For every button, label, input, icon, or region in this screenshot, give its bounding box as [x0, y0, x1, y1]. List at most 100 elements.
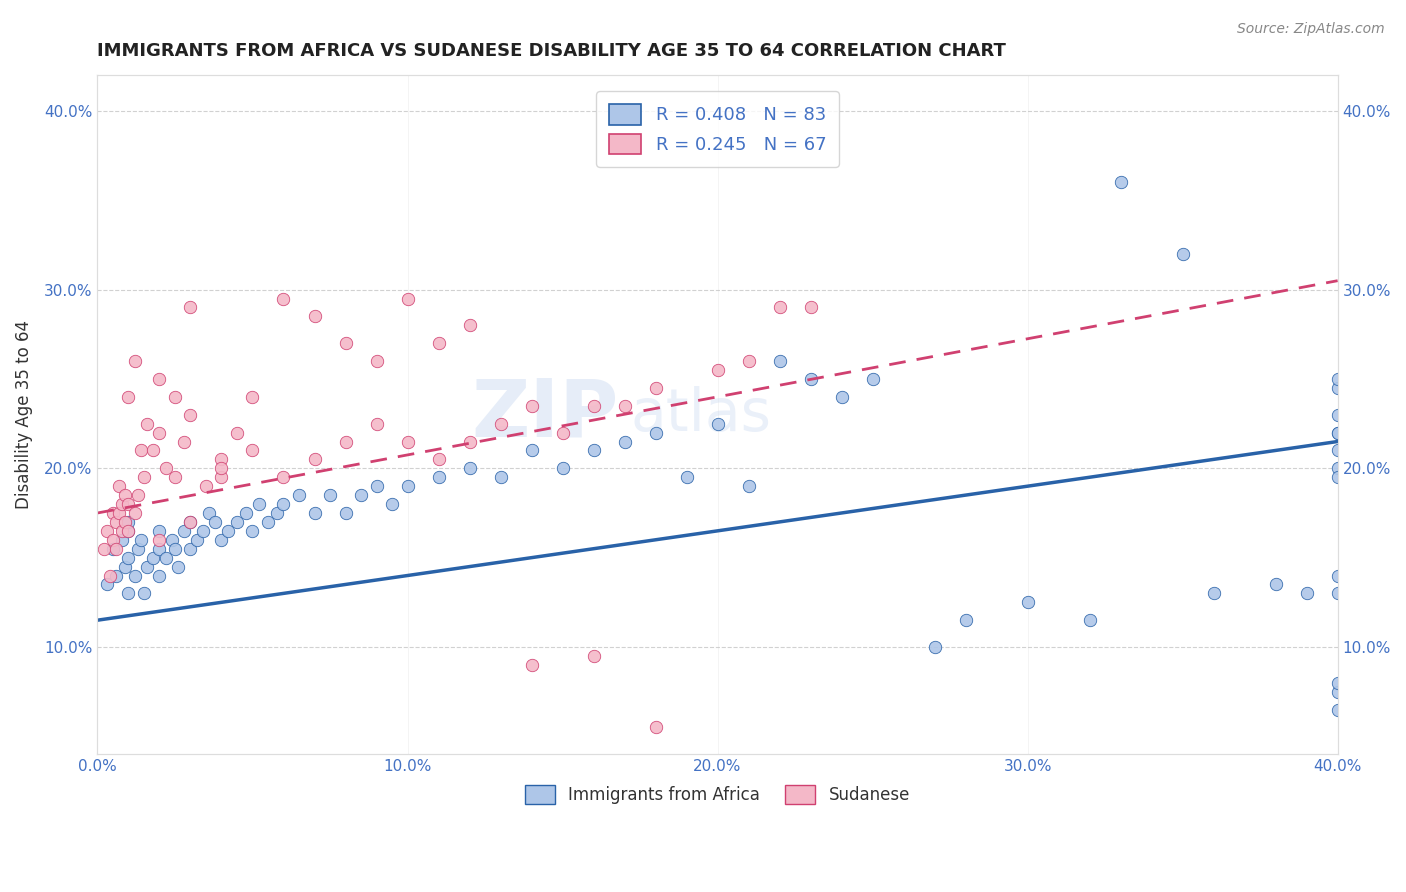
Point — [266, 506, 288, 520]
Point — [114, 559, 136, 574]
Point — [163, 470, 186, 484]
Point — [148, 524, 170, 538]
Point — [366, 354, 388, 368]
Point — [304, 506, 326, 520]
Point — [155, 461, 177, 475]
Text: atlas: atlas — [631, 386, 772, 443]
Point — [706, 363, 728, 377]
Point — [273, 292, 295, 306]
Point — [582, 443, 605, 458]
Point — [105, 568, 128, 582]
Point — [1326, 381, 1348, 395]
Point — [108, 479, 131, 493]
Point — [1326, 425, 1348, 440]
Point — [1326, 461, 1348, 475]
Point — [179, 515, 201, 529]
Point — [1295, 586, 1317, 600]
Point — [350, 488, 373, 502]
Point — [551, 425, 574, 440]
Point — [173, 524, 195, 538]
Point — [111, 533, 134, 547]
Point — [924, 640, 946, 654]
Point — [117, 515, 139, 529]
Point — [136, 417, 159, 431]
Point — [458, 318, 481, 333]
Point — [1017, 595, 1039, 609]
Point — [706, 417, 728, 431]
Point — [1326, 425, 1348, 440]
Point — [304, 452, 326, 467]
Point — [198, 506, 221, 520]
Point — [381, 497, 404, 511]
Point — [396, 292, 419, 306]
Point — [211, 461, 233, 475]
Point — [93, 541, 115, 556]
Point — [179, 301, 201, 315]
Point — [1202, 586, 1225, 600]
Point — [955, 613, 977, 627]
Point — [1171, 247, 1194, 261]
Y-axis label: Disability Age 35 to 64: Disability Age 35 to 64 — [15, 320, 32, 509]
Point — [644, 720, 666, 734]
Point — [1078, 613, 1101, 627]
Point — [644, 381, 666, 395]
Point — [136, 559, 159, 574]
Point — [117, 550, 139, 565]
Point — [129, 443, 152, 458]
Point — [101, 541, 124, 556]
Point — [520, 443, 543, 458]
Text: IMMIGRANTS FROM AFRICA VS SUDANESE DISABILITY AGE 35 TO 64 CORRELATION CHART: IMMIGRANTS FROM AFRICA VS SUDANESE DISAB… — [97, 42, 1007, 60]
Point — [489, 417, 512, 431]
Point — [167, 559, 190, 574]
Point — [1326, 372, 1348, 386]
Point — [273, 470, 295, 484]
Point — [96, 524, 118, 538]
Point — [396, 479, 419, 493]
Point — [335, 336, 357, 351]
Point — [235, 506, 257, 520]
Point — [111, 497, 134, 511]
Point — [257, 515, 280, 529]
Point — [1326, 586, 1348, 600]
Point — [831, 390, 853, 404]
Point — [319, 488, 342, 502]
Point — [582, 399, 605, 413]
Point — [737, 479, 759, 493]
Point — [173, 434, 195, 449]
Point — [211, 470, 233, 484]
Point — [862, 372, 884, 386]
Point — [96, 577, 118, 591]
Point — [582, 648, 605, 663]
Point — [800, 301, 823, 315]
Point — [1326, 675, 1348, 690]
Point — [1326, 702, 1348, 716]
Point — [675, 470, 697, 484]
Point — [551, 461, 574, 475]
Point — [179, 515, 201, 529]
Point — [179, 541, 201, 556]
Point — [211, 452, 233, 467]
Point — [396, 434, 419, 449]
Point — [148, 568, 170, 582]
Point — [124, 506, 146, 520]
Point — [160, 533, 183, 547]
Point — [1326, 684, 1348, 698]
Point — [304, 310, 326, 324]
Point — [242, 443, 264, 458]
Legend: Immigrants from Africa, Sudanese: Immigrants from Africa, Sudanese — [515, 774, 920, 814]
Point — [101, 533, 124, 547]
Point — [142, 443, 165, 458]
Point — [427, 336, 450, 351]
Point — [613, 399, 636, 413]
Point — [132, 470, 155, 484]
Point — [366, 417, 388, 431]
Point — [458, 434, 481, 449]
Point — [114, 488, 136, 502]
Point — [242, 524, 264, 538]
Point — [800, 372, 823, 386]
Point — [335, 506, 357, 520]
Text: Source: ZipAtlas.com: Source: ZipAtlas.com — [1237, 22, 1385, 37]
Point — [613, 434, 636, 449]
Point — [644, 425, 666, 440]
Point — [1326, 408, 1348, 422]
